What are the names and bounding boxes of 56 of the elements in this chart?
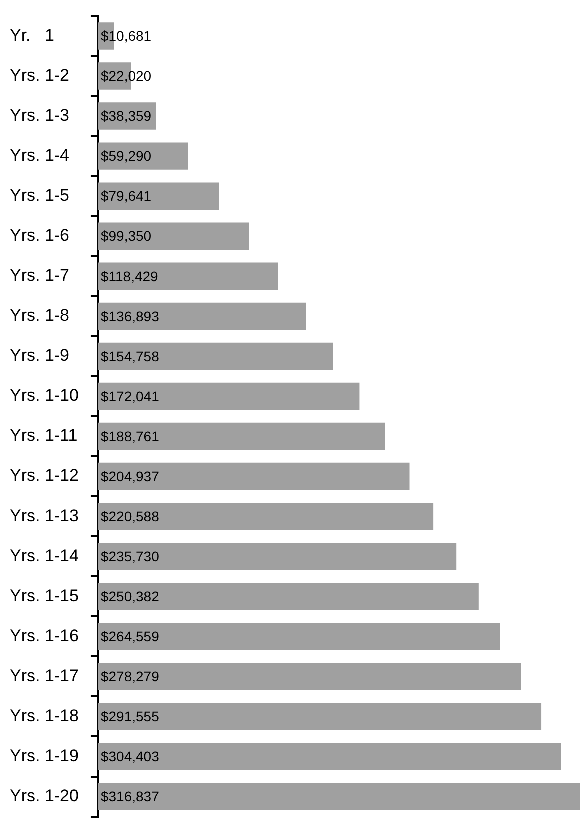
- y-tick-label: Yrs. 1-13: [10, 506, 79, 526]
- bar: [98, 783, 580, 810]
- bar: [98, 222, 250, 250]
- y-tick-label: Yr. 1: [10, 26, 54, 45]
- bar: [98, 382, 360, 410]
- y-tick-label: Yrs. 1-17: [10, 666, 79, 686]
- data-label: $172,041: [100, 388, 160, 404]
- bar: [98, 342, 334, 370]
- data-label: $188,761: [100, 428, 160, 444]
- data-label: $250,382: [100, 588, 160, 604]
- data-label: $38,359: [100, 108, 152, 124]
- y-tick-label: Yrs. 1-6: [10, 226, 70, 246]
- data-label: $204,937: [100, 468, 160, 484]
- bar: [98, 583, 479, 610]
- data-label: $79,641: [100, 188, 152, 204]
- bar: [98, 462, 410, 490]
- y-tick-label: Yrs. 1-20: [10, 786, 79, 806]
- bar: [98, 542, 457, 570]
- y-tick-label: Yrs. 1-19: [10, 746, 79, 766]
- y-tick-label: Yrs. 1-5: [10, 186, 70, 206]
- data-label: $136,893: [100, 308, 160, 324]
- data-label: $10,681: [100, 28, 152, 44]
- y-tick-label: Yrs. 1-14: [10, 546, 79, 566]
- bar: [98, 703, 542, 730]
- data-label: $235,730: [100, 548, 160, 564]
- data-label: $118,429: [100, 268, 159, 284]
- y-tick-label: Yrs. 1-4: [10, 146, 70, 165]
- bar: [98, 422, 386, 450]
- y-tick-label: Yrs. 1-12: [10, 466, 79, 486]
- y-tick-label: Yrs. 1-18: [10, 706, 79, 726]
- y-tick-label: Yrs. 1-7: [10, 266, 70, 286]
- data-label: $304,403: [100, 748, 160, 765]
- data-label: $316,837: [100, 788, 160, 805]
- bar: [98, 623, 500, 650]
- data-label: $99,350: [100, 228, 152, 244]
- data-label: $154,758: [100, 348, 160, 364]
- data-label: $59,290: [100, 148, 152, 164]
- bar: [98, 302, 306, 330]
- data-label: $291,555: [100, 708, 160, 725]
- bar: [98, 262, 278, 290]
- data-label: $278,279: [100, 668, 160, 685]
- y-tick-label: Yrs. 1-3: [10, 106, 70, 125]
- y-tick-label: Yrs. 1-16: [10, 626, 79, 646]
- y-tick-label: Yrs. 1-10: [10, 386, 79, 406]
- data-label: $264,559: [100, 628, 160, 645]
- y-tick-label: Yrs. 1-11: [10, 426, 78, 446]
- y-tick-label: Yrs. 1-8: [10, 306, 70, 326]
- bar: [98, 502, 434, 530]
- bar: [98, 663, 522, 690]
- bar: [98, 743, 562, 770]
- data-label: $220,588: [100, 508, 160, 524]
- bar: [98, 182, 220, 210]
- y-tick-label: Yrs. 1-9: [10, 346, 70, 366]
- y-tick-label: Yrs. 1-2: [10, 66, 70, 85]
- y-tick-label: Yrs. 1-15: [10, 586, 79, 606]
- bar: [98, 142, 188, 170]
